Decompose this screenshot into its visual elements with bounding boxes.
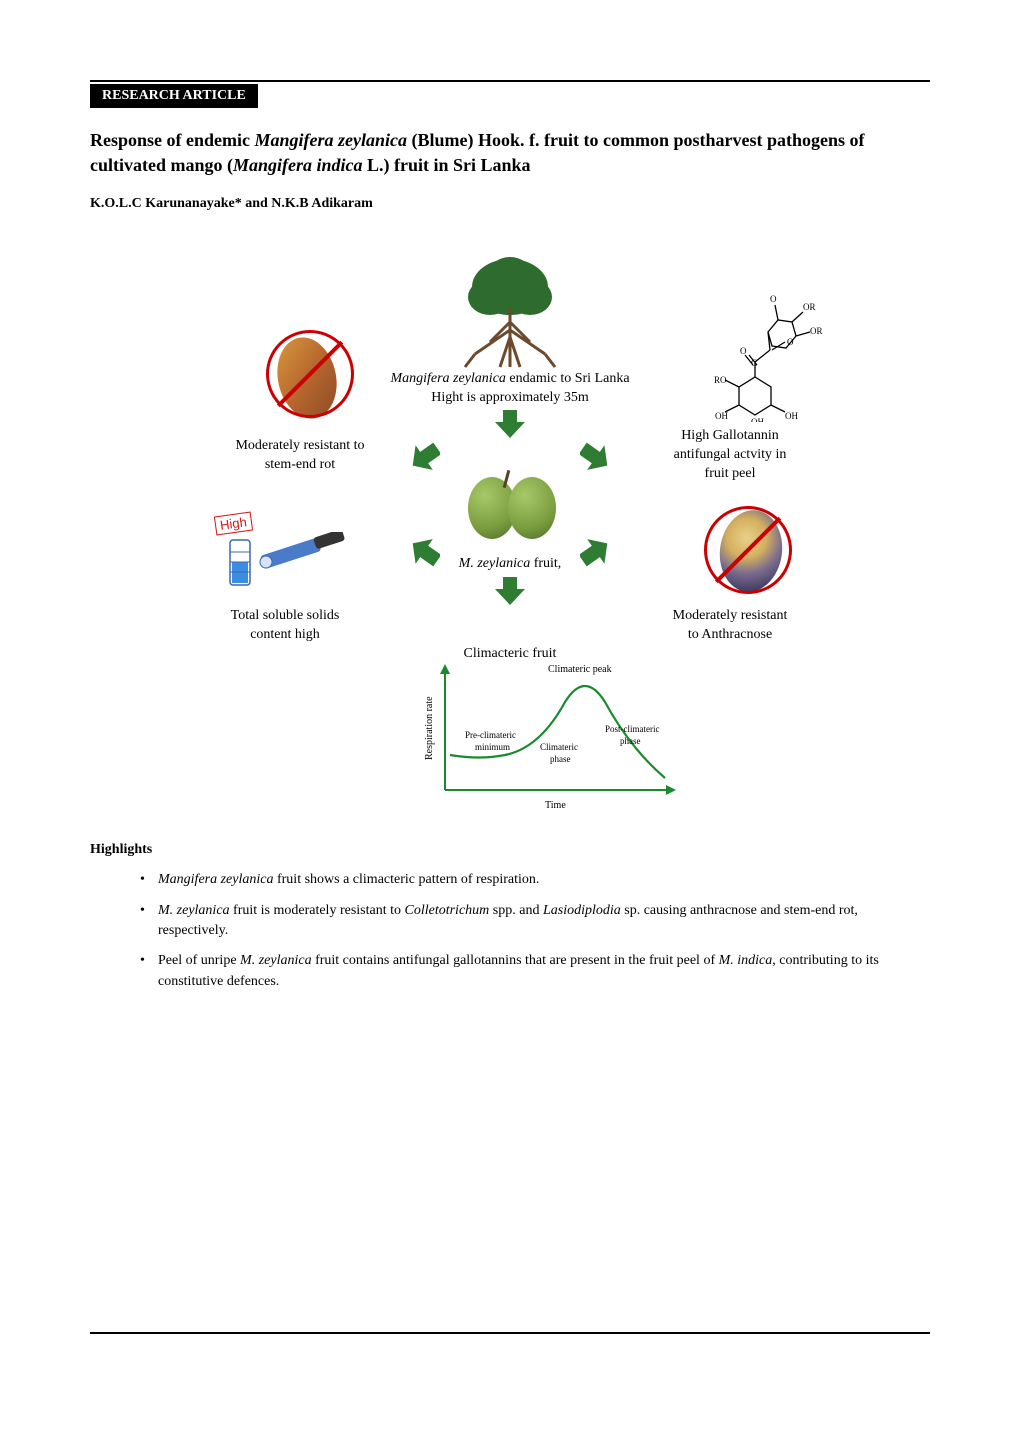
tree-caption: Mangifera zeylanica endamic to Sri Lanka… — [350, 370, 670, 408]
svg-text:phase: phase — [550, 754, 571, 764]
highlight-item: Peel of unripe M. zeylanica fruit contai… — [140, 951, 930, 992]
article-title: Response of endemic Mangifera zeylanica … — [90, 128, 930, 178]
svg-text:RO: RO — [714, 375, 727, 385]
highlights-heading: Highlights — [90, 842, 930, 858]
tss-caption: Total soluble solids content high — [190, 607, 380, 645]
highlight-item: M. zeylanica fruit is moderately resista… — [140, 901, 930, 942]
arrow-down-icon — [495, 577, 525, 607]
highlight-item: Mangifera zeylanica fruit shows a climac… — [140, 870, 930, 890]
top-horizontal-rule — [90, 80, 930, 82]
svg-text:O: O — [740, 346, 747, 356]
refractometer-icon — [225, 532, 355, 592]
stem-end-rot-caption: Moderately resistant to stem-end rot — [210, 437, 390, 475]
arrow-down-icon — [495, 410, 525, 440]
svg-text:minimum: minimum — [475, 742, 510, 752]
title-pre: Response of endemic — [90, 130, 255, 150]
gallotannin-structure-icon: O O OR OR O RO OH OH OH C OH — [665, 277, 825, 422]
title-post: L.) fruit in Sri Lanka — [363, 155, 531, 175]
ban-icon-anthracnose — [704, 506, 792, 594]
title-species-2: Mangifera indica — [233, 155, 363, 175]
svg-text:Post-climateric: Post-climateric — [605, 724, 659, 734]
svg-text:Respiration rate: Respiration rate — [424, 696, 435, 760]
svg-text:Climateric: Climateric — [540, 742, 578, 752]
climacteric-chart: Respiration rate Time Climateric peak Pr… — [420, 660, 680, 810]
highlights-list: Mangifera zeylanica fruit shows a climac… — [90, 870, 930, 991]
svg-text:OH: OH — [751, 417, 764, 422]
svg-text:O: O — [770, 294, 777, 304]
article-type-badge: RESEARCH ARTICLE — [90, 84, 258, 108]
svg-text:Time: Time — [545, 800, 566, 810]
arrow-right-down-icon — [580, 537, 610, 567]
svg-text:Climateric peak: Climateric peak — [548, 664, 612, 675]
svg-text:phase: phase — [620, 736, 641, 746]
svg-text:OH: OH — [715, 411, 728, 421]
arrow-right-icon — [580, 442, 610, 472]
svg-text:O: O — [787, 337, 794, 347]
svg-text:OH: OH — [785, 411, 798, 421]
graphical-abstract: O O OR OR O RO OH OH OH C OH Mangifera z… — [210, 252, 810, 812]
bottom-horizontal-rule — [90, 1332, 930, 1334]
svg-text:Pre-climateric: Pre-climateric — [465, 730, 516, 740]
ban-icon-stemrot — [266, 330, 354, 418]
svg-text:OR: OR — [810, 326, 823, 336]
anthracnose-caption: Moderately resistant to Anthracnose — [640, 607, 820, 645]
tree-icon — [455, 252, 565, 372]
svg-text:OR: OR — [803, 302, 816, 312]
title-species-1: Mangifera zeylanica — [255, 130, 408, 150]
authors-line: K.O.L.C Karunanayake* and N.K.B Adikaram — [90, 196, 930, 212]
gallotannin-caption: High Gallotannin antifungal actvity in f… — [640, 427, 820, 484]
zeylanica-fruit-icon — [508, 477, 556, 539]
arrow-left-icon — [410, 442, 440, 472]
svg-text:C: C — [751, 358, 757, 368]
arrow-left-down-icon — [410, 537, 440, 567]
